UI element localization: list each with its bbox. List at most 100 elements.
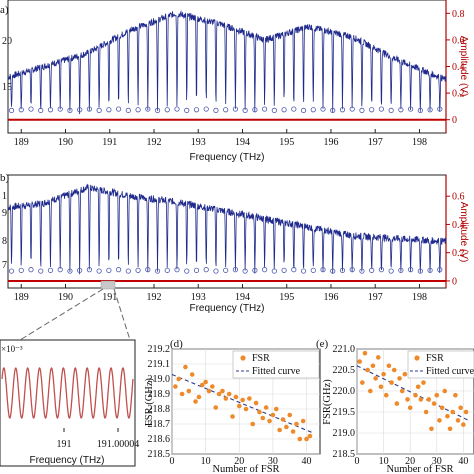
dip-marker: [184, 107, 190, 113]
dip-marker: [398, 267, 404, 273]
panel-e-x-label: Number of FSR: [386, 464, 453, 474]
x-tick-label: 195: [279, 137, 294, 148]
fsr-point: [304, 436, 309, 442]
sinusoid-trace: [1, 367, 134, 419]
dip-marker: [417, 107, 423, 113]
fsr-point: [439, 405, 445, 411]
x-tick-label: 190: [58, 137, 73, 148]
right-tick-label: 0.6: [452, 35, 465, 46]
left-tick-label: 20: [2, 36, 12, 47]
panel-a-x-label: Frequency (THz): [189, 152, 264, 163]
right-tick-label: 0.4: [452, 220, 465, 231]
dip-marker: [184, 268, 190, 274]
panel-d-y-label: FSR (GHz): [144, 377, 155, 426]
dip-marker: [310, 107, 316, 113]
fsr-point: [461, 422, 466, 427]
y-tick-label: 219.2: [148, 344, 171, 355]
y-tick-label: 219.5: [333, 407, 356, 418]
x-tick-label: 190: [58, 292, 73, 303]
dip-marker: [203, 267, 209, 273]
dip-marker: [145, 106, 151, 112]
dip-marker: [47, 267, 54, 273]
fsr-point: [375, 355, 381, 360]
x-tick-label: 191: [57, 439, 72, 450]
fsr-point: [176, 376, 182, 382]
dip-marker: [252, 267, 258, 273]
x-tick-label: 193: [191, 137, 206, 148]
right-tick-label: 0.2: [452, 248, 465, 259]
x-tick-label: 198: [412, 292, 427, 303]
fsr-point: [277, 427, 282, 433]
fsr-point: [243, 406, 249, 412]
dip-marker: [369, 107, 375, 113]
fsr-point: [402, 371, 408, 377]
x-tick-label: 10: [201, 456, 211, 467]
x-tick-label: 189: [14, 292, 29, 303]
y-tick-label: 218.6: [148, 434, 171, 445]
fsr-point: [226, 391, 232, 397]
fsr-point: [189, 372, 195, 377]
dip-marker: [96, 107, 102, 113]
panel-d-legend-fit-label: Fitted curve: [252, 366, 301, 377]
dip-marker: [57, 267, 63, 273]
fsr-point: [206, 388, 212, 394]
dip-marker: [67, 268, 73, 274]
dip-marker: [378, 267, 385, 273]
dip-marker: [291, 267, 297, 273]
dip-marker: [291, 106, 297, 112]
x-tick-label: 192: [147, 137, 162, 148]
fsr-point: [365, 367, 370, 373]
dip-marker: [427, 267, 433, 273]
fsr-point: [213, 405, 219, 410]
dip-marker: [339, 107, 346, 113]
panel-a-right-axis: 0.8 0.6 0.4 0.2 0: [445, 0, 465, 133]
dip-marker: [242, 107, 248, 113]
fsr-point: [389, 380, 394, 385]
fsr-point: [405, 397, 410, 402]
fsr-point: [250, 421, 256, 427]
dip-marker: [398, 107, 404, 113]
x-tick-label: 197: [368, 292, 383, 303]
dip-marker: [106, 107, 112, 113]
y-tick-label: 218.7: [148, 419, 171, 430]
fitted-curve: [171, 373, 314, 434]
dip-marker: [86, 106, 93, 112]
dip-marker: [38, 107, 44, 113]
fsr-point: [260, 415, 266, 421]
fsr-point: [463, 409, 469, 415]
panel-e-y-label: FSR(GHz): [322, 379, 333, 425]
dip-marker: [135, 267, 141, 273]
fsr-point: [370, 363, 376, 369]
x-tick-label: 10: [379, 456, 389, 467]
dip-marker: [242, 268, 248, 274]
fsr-point: [247, 396, 252, 401]
dip-marker: [8, 107, 15, 113]
dip-marker: [252, 107, 258, 113]
x-tick-label: 194: [235, 137, 250, 148]
panel-c-exponent: ×10⁻³: [1, 344, 23, 354]
fsr-point: [386, 363, 392, 369]
fsr-point: [287, 412, 293, 418]
panel-e-legend-fsr-label: FSR: [426, 353, 444, 364]
panel-d-legend-box: [232, 350, 320, 379]
fsr-point: [437, 418, 442, 423]
x-tick-label: 0: [355, 456, 360, 467]
fsr-point: [203, 379, 208, 385]
dip-marker: [408, 267, 414, 273]
panel-b-right-label: Amplitude (V): [458, 202, 469, 263]
fsr-point: [220, 388, 225, 394]
right-tick-label: 0.8: [452, 9, 465, 20]
fsr-point: [267, 418, 272, 424]
dip-marker: [437, 106, 443, 112]
panel-d-legend-fsr-label: FSR: [252, 353, 270, 364]
x-tick-label: 198: [412, 137, 427, 148]
x-tick-label: 193: [191, 292, 206, 303]
dip-marker: [125, 107, 131, 113]
x-tick-label: 191: [102, 292, 117, 303]
right-tick-label: 0: [452, 115, 457, 126]
fsr-point: [173, 384, 178, 389]
x-tick-label: 189: [14, 137, 29, 148]
